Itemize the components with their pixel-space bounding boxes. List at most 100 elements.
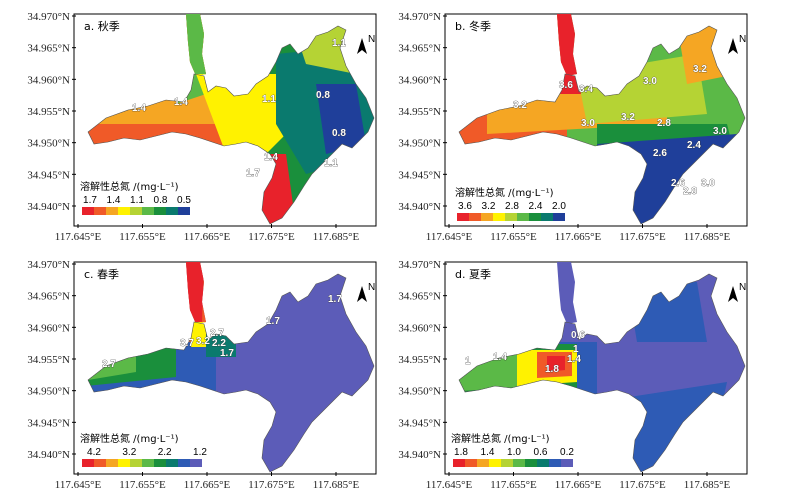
x-tick-label: 117.655°E <box>119 231 166 243</box>
y-tick-label: 34.965°N <box>27 43 70 55</box>
legend-colorbar <box>457 213 565 221</box>
contour-label: 1.1 <box>324 158 338 169</box>
x-tick-label: 117.685°E <box>684 479 731 491</box>
contour-label: 2.6 <box>653 148 667 159</box>
legend-swatch <box>178 459 190 467</box>
legend-value: 1.8 <box>454 447 468 458</box>
legend-swatch <box>166 459 178 467</box>
y-tick-label: 34.950°N <box>398 138 441 150</box>
y-tick-label: 34.950°N <box>27 138 70 150</box>
y-tick-label: 34.945°N <box>398 417 441 429</box>
panel-b-north-arrow: N <box>728 34 746 54</box>
legend-swatch <box>154 459 166 467</box>
x-tick-label: 117.675°E <box>619 231 666 243</box>
contour-label: 1.4 <box>264 152 278 163</box>
contour-label: 3.4 <box>579 84 593 95</box>
legend-swatch <box>106 459 118 467</box>
x-tick-label: 117.675°E <box>248 479 295 491</box>
x-tick-label: 117.675°E <box>619 479 666 491</box>
contour-label: 3.2 <box>513 100 527 111</box>
legend-swatch <box>166 207 178 215</box>
x-tick-label: 117.655°E <box>490 231 537 243</box>
axes-tick-labels: 34.970°N 34.965°N 34.960°N 34.955°N 34.950°N… <box>27 11 730 491</box>
legend-value: 0.6 <box>534 447 548 458</box>
legend-swatch <box>118 459 130 467</box>
panel-d: d. 夏季 N 0.6 1 1.4 1 1.4 1.8 溶解性总氮 /(mg·L… <box>444 261 748 475</box>
y-tick-label: 34.940°N <box>398 201 441 213</box>
y-tick-label: 34.940°N <box>27 201 70 213</box>
contour-label: 3.0 <box>701 178 715 189</box>
y-tick-label: 34.970°N <box>27 259 70 271</box>
legend-swatch <box>178 207 190 215</box>
y-tick-label: 34.955°N <box>398 106 441 118</box>
legend-value: 1.2 <box>193 447 207 458</box>
legend-swatch <box>505 213 517 221</box>
contour-label: 0.6 <box>571 330 585 341</box>
legend-swatch <box>130 459 142 467</box>
contour-label: 1.7 <box>220 348 234 359</box>
legend-swatch <box>493 213 505 221</box>
legend-swatch <box>453 459 465 467</box>
legend-swatch <box>501 459 513 467</box>
legend-swatch <box>190 459 202 467</box>
panel-a-legend: 溶解性总氮 /(mg·L⁻¹) 1.7 1.4 1.1 0.8 0.5 <box>80 180 191 215</box>
x-tick-label: 117.655°E <box>490 479 537 491</box>
contour-label: 1.1 <box>262 94 276 105</box>
y-tick-label: 34.950°N <box>398 386 441 398</box>
contour-label: 3.2 <box>693 64 707 75</box>
x-tick-label: 117.685°E <box>313 231 360 243</box>
panel-b-label: b. 冬季 <box>455 19 491 33</box>
legend-swatch <box>549 459 561 467</box>
legend-value: 2.8 <box>505 201 519 212</box>
x-tick-label: 117.645°E <box>426 479 473 491</box>
legend-value: 2.0 <box>552 201 566 212</box>
panel-c-label: c. 春季 <box>84 268 119 281</box>
north-label: N <box>368 282 375 293</box>
legend-value: 3.2 <box>122 447 136 458</box>
north-arrow-icon <box>728 38 738 54</box>
panel-c: c. 春季 N 1.7 1.7 2.7 3.7 3.2 2.7 2.2 1.7 … <box>73 261 377 475</box>
north-label: N <box>739 34 746 45</box>
x-tick-label: 117.655°E <box>119 479 166 491</box>
contour-label: 2.8 <box>657 118 671 129</box>
x-tick-label: 117.665°E <box>555 231 602 243</box>
legend-swatch <box>106 207 118 215</box>
panel-a: a. 秋季 N 1.1 1.4 1.4 1.1 0.8 0.8 1.4 1.7 … <box>73 13 377 227</box>
legend-swatch <box>525 459 537 467</box>
legend-swatch <box>142 207 154 215</box>
contour-label: 2.6 <box>671 178 685 189</box>
legend-value: 4.2 <box>87 447 101 458</box>
contour-label: 0.8 <box>316 90 330 101</box>
legend-swatch <box>537 459 549 467</box>
contour-label: 2.8 <box>683 186 697 197</box>
y-tick-label: 34.940°N <box>398 449 441 461</box>
y-tick-label: 34.945°N <box>27 417 70 429</box>
legend-swatch <box>561 459 573 467</box>
legend-value: 1.4 <box>481 447 495 458</box>
x-tick-label: 117.665°E <box>184 231 231 243</box>
legend-swatch <box>142 459 154 467</box>
legend-values: 1.7 1.4 1.1 0.8 0.5 <box>83 195 191 206</box>
x-tick-label: 117.685°E <box>684 231 731 243</box>
y-tick-label: 34.970°N <box>398 259 441 271</box>
north-arrow-icon <box>728 286 738 302</box>
y-tick-label: 34.965°N <box>398 291 441 303</box>
north-label: N <box>739 282 746 293</box>
y-tick-label: 34.970°N <box>398 11 441 23</box>
legend-value: 3.2 <box>482 201 496 212</box>
contour-label: 2.2 <box>212 338 226 349</box>
contour-label: 2.7 <box>102 359 116 370</box>
contour-label: 1.4 <box>567 354 581 365</box>
legend-value: 0.5 <box>177 195 191 206</box>
legend-swatch <box>465 459 477 467</box>
y-tick-label: 34.960°N <box>398 322 441 334</box>
contour-label: 1.7 <box>246 168 260 179</box>
y-tick-label: 34.965°N <box>27 291 70 303</box>
contour-label: 1 <box>465 356 471 367</box>
legend-values: 1.8 1.4 1.0 0.6 0.2 <box>454 447 574 458</box>
legend-title: 溶解性总氮 /(mg·L⁻¹) <box>80 180 179 193</box>
legend-swatch <box>82 459 94 467</box>
y-tick-label: 34.945°N <box>27 169 70 181</box>
contour-label: 1.1 <box>332 38 346 49</box>
legend-swatch <box>469 213 481 221</box>
